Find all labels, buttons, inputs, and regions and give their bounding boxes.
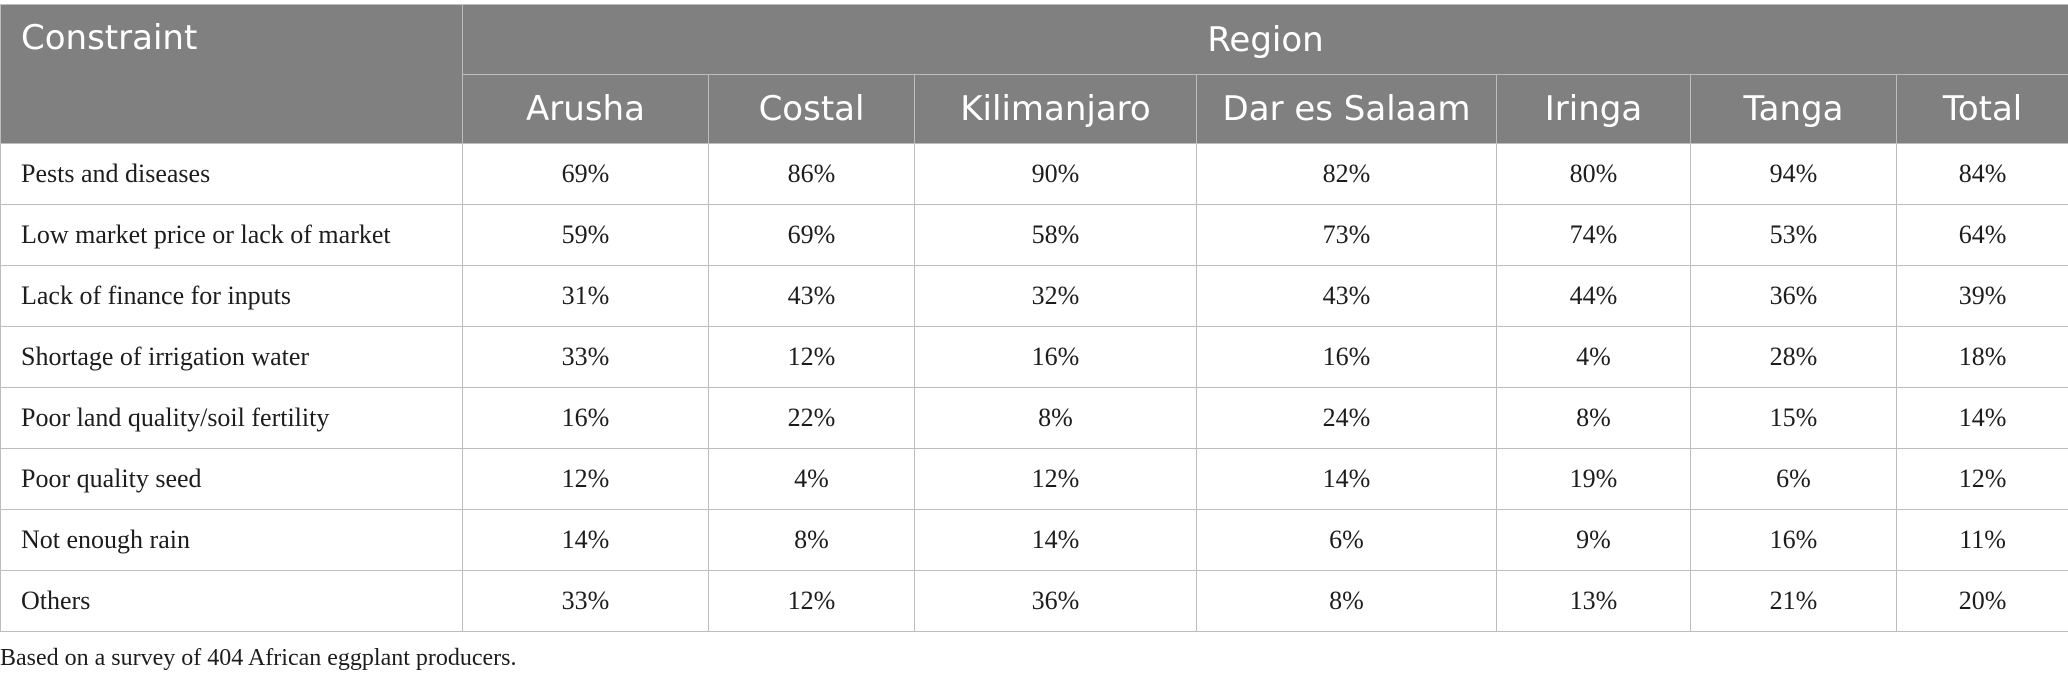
table-cell: 12% bbox=[914, 448, 1197, 510]
table-cell: 13% bbox=[1496, 570, 1691, 632]
table-cell: 15% bbox=[1690, 387, 1897, 449]
column-header-tanga: Tanga bbox=[1690, 74, 1897, 144]
table-cell: 33% bbox=[462, 570, 709, 632]
table-cell: 12% bbox=[708, 326, 915, 388]
table-cell: 82% bbox=[1196, 143, 1497, 205]
table-cell: 14% bbox=[1895, 387, 2068, 449]
table-cell: 43% bbox=[708, 265, 915, 327]
row-label: Pests and diseases bbox=[0, 143, 463, 205]
constraint-column-header: Constraint bbox=[0, 4, 463, 144]
column-header-dar-es-salaam: Dar es Salaam bbox=[1196, 74, 1497, 144]
table-cell: 28% bbox=[1690, 326, 1897, 388]
table-cell: 14% bbox=[1196, 448, 1497, 510]
table-cell: 8% bbox=[1496, 387, 1691, 449]
table-cell: 69% bbox=[462, 143, 709, 205]
table-footnote: Based on a survey of 404 African eggplan… bbox=[0, 645, 517, 671]
table-cell: 22% bbox=[708, 387, 915, 449]
table-cell: 14% bbox=[914, 509, 1197, 571]
table-cell: 18% bbox=[1895, 326, 2068, 388]
table-cell: 11% bbox=[1895, 509, 2068, 571]
table-cell: 69% bbox=[708, 204, 915, 266]
table-cell: 16% bbox=[1690, 509, 1897, 571]
row-label: Lack of finance for inputs bbox=[0, 265, 463, 327]
table-cell: 16% bbox=[462, 387, 709, 449]
table-cell: 59% bbox=[462, 204, 709, 266]
table-cell: 44% bbox=[1496, 265, 1691, 327]
table-cell: 12% bbox=[462, 448, 709, 510]
table-row: Not enough rain 14% 8% 14% 6% 9% 16% 11% bbox=[0, 509, 2068, 571]
table-cell: 39% bbox=[1895, 265, 2068, 327]
column-header-iringa: Iringa bbox=[1496, 74, 1691, 144]
table-cell: 21% bbox=[1690, 570, 1897, 632]
table-cell: 80% bbox=[1496, 143, 1691, 205]
row-label: Shortage of irrigation water bbox=[0, 326, 463, 388]
table-cell: 53% bbox=[1690, 204, 1897, 266]
table-cell: 8% bbox=[708, 509, 915, 571]
table-cell: 14% bbox=[462, 509, 709, 571]
table-cell: 19% bbox=[1496, 448, 1691, 510]
table-cell: 8% bbox=[1196, 570, 1497, 632]
table-body: Pests and diseases 69% 86% 90% 82% 80% 9… bbox=[0, 143, 2068, 632]
column-header-arusha: Arusha bbox=[462, 74, 709, 144]
table-cell: 73% bbox=[1196, 204, 1497, 266]
table-cell: 32% bbox=[914, 265, 1197, 327]
table-header: Constraint Region Arusha Costal Kilimanj… bbox=[0, 4, 2068, 144]
table-cell: 6% bbox=[1690, 448, 1897, 510]
table-cell: 6% bbox=[1196, 509, 1497, 571]
row-label: Others bbox=[0, 570, 463, 632]
table-row: Lack of finance for inputs 31% 43% 32% 4… bbox=[0, 265, 2068, 327]
table-cell: 94% bbox=[1690, 143, 1897, 205]
table-row: Pests and diseases 69% 86% 90% 82% 80% 9… bbox=[0, 143, 2068, 205]
table-cell: 33% bbox=[462, 326, 709, 388]
constraints-table-container: Constraint Region Arusha Costal Kilimanj… bbox=[0, 4, 2068, 632]
table-cell: 58% bbox=[914, 204, 1197, 266]
table-cell: 86% bbox=[708, 143, 915, 205]
table-cell: 74% bbox=[1496, 204, 1691, 266]
table-cell: 36% bbox=[1690, 265, 1897, 327]
constraints-table: Constraint Region Arusha Costal Kilimanj… bbox=[0, 4, 2068, 632]
row-label: Low market price or lack of market bbox=[0, 204, 463, 266]
table-row: Shortage of irrigation water 33% 12% 16%… bbox=[0, 326, 2068, 388]
column-header-kilimanjaro: Kilimanjaro bbox=[914, 74, 1197, 144]
table-cell: 8% bbox=[914, 387, 1197, 449]
table-cell: 84% bbox=[1895, 143, 2068, 205]
table-row: Low market price or lack of market 59% 6… bbox=[0, 204, 2068, 266]
column-header-costal: Costal bbox=[708, 74, 915, 144]
table-cell: 36% bbox=[914, 570, 1197, 632]
table-cell: 64% bbox=[1895, 204, 2068, 266]
column-header-total: Total bbox=[1895, 74, 2068, 144]
table-cell: 90% bbox=[914, 143, 1197, 205]
table-cell: 16% bbox=[1196, 326, 1497, 388]
table-cell: 43% bbox=[1196, 265, 1497, 327]
table-cell: 12% bbox=[708, 570, 915, 632]
table-cell: 20% bbox=[1895, 570, 2068, 632]
table-row: Others 33% 12% 36% 8% 13% 21% 20% bbox=[0, 570, 2068, 632]
table-cell: 16% bbox=[914, 326, 1197, 388]
table-cell: 12% bbox=[1895, 448, 2068, 510]
table-row: Poor quality seed 12% 4% 12% 14% 19% 6% … bbox=[0, 448, 2068, 510]
table-cell: 4% bbox=[1496, 326, 1691, 388]
row-label: Poor quality seed bbox=[0, 448, 463, 510]
row-label: Poor land quality/soil fertility bbox=[0, 387, 463, 449]
table-cell: 9% bbox=[1496, 509, 1691, 571]
table-cell: 24% bbox=[1196, 387, 1497, 449]
row-label: Not enough rain bbox=[0, 509, 463, 571]
table-cell: 31% bbox=[462, 265, 709, 327]
region-group-header: Region bbox=[461, 4, 2068, 75]
table-cell: 4% bbox=[708, 448, 915, 510]
table-row: Poor land quality/soil fertility 16% 22%… bbox=[0, 387, 2068, 449]
